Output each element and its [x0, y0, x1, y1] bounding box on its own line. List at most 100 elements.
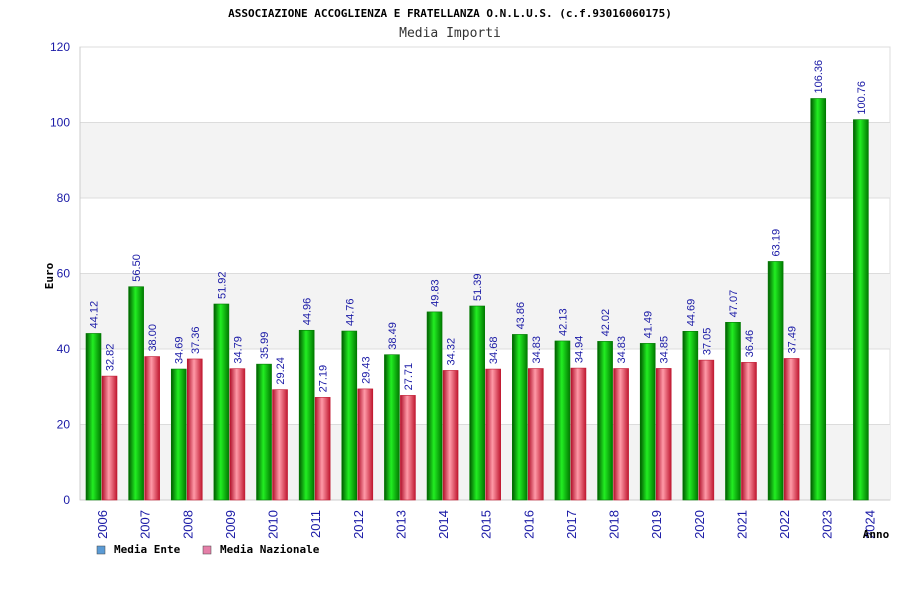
value-label: 37.05 [701, 328, 713, 356]
bar-media-nazionale [570, 367, 587, 501]
x-tick-label: 2019 [649, 510, 664, 539]
x-tick-label: 2021 [734, 510, 749, 539]
bar-media-nazionale [485, 368, 501, 501]
x-tick-label: 2008 [180, 510, 195, 539]
y-tick-label: 40 [57, 342, 71, 356]
x-tick-label: 2020 [692, 510, 707, 539]
value-label: 27.71 [403, 363, 415, 391]
value-label: 34.79 [232, 336, 244, 364]
bar-media-ente [426, 311, 443, 501]
value-label: 36.46 [744, 330, 756, 358]
value-label: 34.83 [531, 336, 543, 364]
legend-swatch-media-ente [96, 545, 106, 555]
value-label: 44.69 [685, 299, 697, 327]
x-axis-ticks: 2006 2007 2008 2009 2010 2011 2012 2013 2014 2015… [95, 510, 877, 539]
value-label: 41.49 [643, 311, 655, 339]
bar-media-ente [85, 333, 102, 501]
bar-media-ente [810, 98, 827, 501]
grid-band [80, 122, 890, 198]
bar-media-nazionale [144, 356, 160, 501]
y-tick-label: 0 [63, 493, 70, 507]
x-axis-label: Anno [863, 528, 890, 541]
chart-title: ASSOCIAZIONE ACCOGLIENZA E FRATELLANZA O… [228, 7, 672, 20]
y-tick-label: 20 [57, 418, 71, 432]
value-label: 56.50 [131, 254, 143, 282]
value-label: 100.76 [856, 81, 868, 115]
bar-media-ente [597, 341, 613, 501]
value-label: 106.36 [813, 60, 825, 94]
value-label: 37.49 [787, 326, 799, 354]
value-label: 34.85 [659, 336, 671, 364]
y-tick-label: 80 [57, 191, 71, 205]
value-label: 49.83 [430, 279, 442, 307]
bar-media-ente [767, 261, 784, 501]
x-tick-label: 2012 [351, 510, 366, 539]
value-label: 27.19 [318, 365, 330, 393]
value-label: 63.19 [771, 229, 783, 257]
y-tick-label: 100 [50, 116, 70, 130]
x-tick-label: 2018 [607, 510, 622, 539]
bar-media-ente [639, 343, 656, 501]
y-axis-ticks: 0 20 40 60 80 100 120 [50, 40, 70, 507]
legend: Media Ente Media Nazionale [96, 543, 320, 556]
value-label: 34.32 [446, 338, 458, 366]
bar-media-ente [341, 330, 358, 501]
bar-media-nazionale [314, 397, 331, 501]
bar-media-nazionale [698, 359, 715, 501]
bar-media-nazionale [741, 362, 757, 501]
bar-media-nazionale [357, 388, 374, 501]
x-tick-label: 2011 [308, 510, 323, 538]
bar-media-ente [554, 340, 571, 501]
bar-media-ente [853, 119, 869, 501]
value-label: 29.24 [275, 357, 287, 385]
value-label: 34.69 [174, 337, 186, 365]
legend-swatch-media-nazionale [202, 545, 212, 555]
x-tick-label: 2010 [266, 510, 281, 539]
y-tick-label: 60 [57, 267, 71, 281]
bar-media-nazionale [229, 368, 246, 501]
bar-media-nazionale [186, 358, 203, 501]
y-tick-label: 120 [50, 40, 70, 54]
value-label: 42.02 [600, 309, 612, 337]
value-labels: 44.12 32.82 56.50 38.00 34.69 37.36 51.92 34.79… [89, 60, 868, 393]
value-label: 44.12 [89, 301, 101, 329]
value-label: 47.07 [728, 290, 740, 318]
bars [85, 98, 869, 501]
bar-media-ente [170, 368, 187, 501]
x-tick-label: 2023 [820, 510, 835, 539]
bar-media-ente [512, 334, 528, 501]
bar-media-ente [298, 329, 315, 501]
value-label: 29.43 [360, 356, 372, 384]
value-label: 44.96 [302, 298, 314, 326]
x-tick-label: 2024 [862, 510, 877, 539]
bar-media-ente [469, 305, 485, 501]
value-label: 32.82 [105, 344, 117, 372]
x-tick-label: 2009 [223, 510, 238, 539]
bar-media-ente [384, 354, 400, 501]
x-tick-label: 2013 [393, 510, 408, 539]
legend-label-media-ente: Media Ente [114, 543, 181, 556]
bar-media-ente [213, 303, 230, 501]
legend-label-media-nazionale: Media Nazionale [220, 543, 320, 556]
y-axis-label: Euro [43, 262, 56, 289]
bar-media-nazionale [528, 368, 544, 501]
value-label: 37.36 [190, 326, 202, 354]
bar-media-ente [256, 363, 272, 501]
bar-media-nazionale [783, 358, 800, 501]
x-tick-label: 2007 [138, 510, 153, 539]
bar-media-nazionale [400, 395, 416, 501]
x-tick-label: 2006 [95, 510, 110, 539]
x-tick-label: 2017 [564, 510, 579, 539]
bar-media-nazionale [101, 375, 118, 501]
value-label: 44.76 [344, 298, 356, 326]
value-label: 34.68 [488, 337, 500, 365]
value-label: 43.86 [515, 302, 527, 330]
bar-media-nazionale [613, 368, 629, 501]
bar-media-nazionale [272, 389, 288, 501]
value-label: 51.39 [472, 273, 484, 301]
x-tick-label: 2022 [777, 510, 792, 539]
bar-media-nazionale [442, 370, 459, 501]
value-label: 51.92 [216, 271, 228, 299]
value-label: 34.83 [616, 336, 628, 364]
